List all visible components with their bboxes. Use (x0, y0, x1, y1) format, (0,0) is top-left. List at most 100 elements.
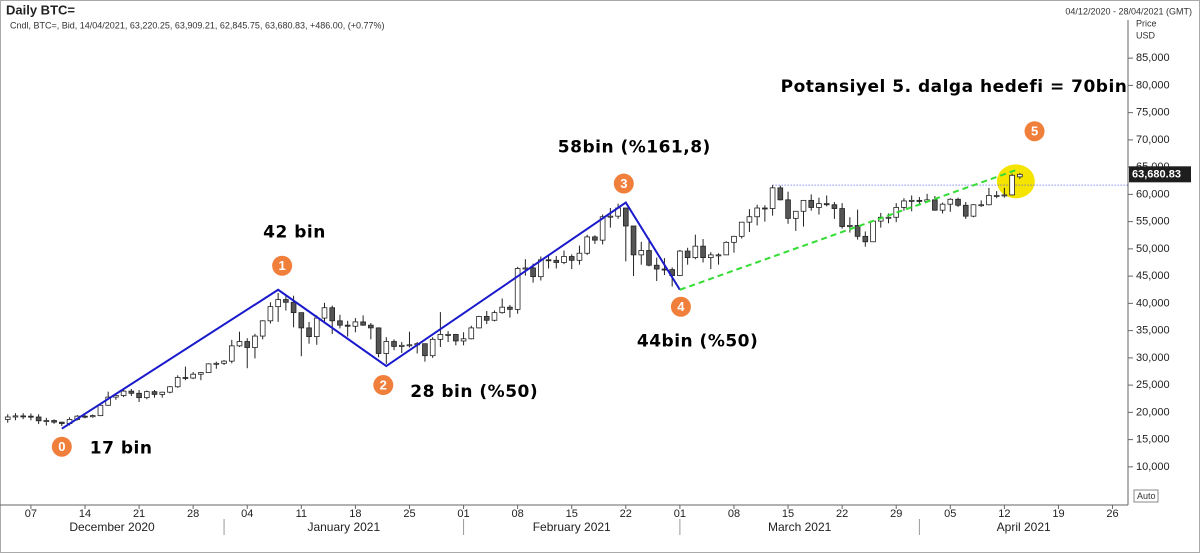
candle-body (1017, 173, 1023, 178)
wave-caption: 42 bin (263, 223, 326, 243)
chart-title: Daily BTC= (6, 2, 75, 17)
candle-body (862, 235, 869, 243)
candle-body (962, 204, 969, 217)
candle-body (190, 373, 196, 379)
candle-body (870, 220, 876, 243)
candle-body (769, 187, 776, 209)
wave-number: 3 (620, 176, 627, 191)
candle-body (213, 362, 220, 365)
candle-body (785, 199, 791, 219)
candle-body (932, 199, 938, 211)
candle-body (499, 306, 505, 314)
candle-body (553, 259, 560, 263)
candle-body (792, 210, 799, 219)
candle-body (252, 335, 258, 348)
month-label: March 2021 (768, 520, 832, 534)
candle-body (4, 416, 11, 420)
y-tick-label: 85,000 (1136, 52, 1170, 64)
candle-body (151, 391, 158, 395)
chart-subtitle: Cndl, BTC=, Bid, 14/04/2021, 63,220.25, … (10, 20, 385, 30)
candle-body (35, 416, 42, 422)
wave-line (61, 201, 681, 430)
candle-body (1009, 174, 1015, 196)
candle-body (754, 207, 760, 218)
candle-body (823, 203, 830, 206)
candle-body (89, 415, 96, 418)
candle-body (568, 256, 575, 261)
candle-body (908, 199, 915, 202)
month-label: January 2021 (307, 520, 380, 534)
candle-body (653, 264, 660, 270)
scale-mode-box[interactable] (1133, 489, 1159, 503)
x-tick-label: 19 (1052, 508, 1064, 520)
candle-body (28, 415, 34, 418)
candle-body (267, 306, 274, 322)
candle-body (684, 250, 691, 258)
wave-number: 5 (1031, 124, 1038, 139)
candle-body (275, 299, 281, 308)
wave-marker (670, 296, 691, 317)
y-tick-label: 50,000 (1136, 243, 1170, 255)
y-tick-label: 25,000 (1136, 379, 1170, 391)
x-tick-label: 26 (1106, 508, 1118, 520)
y-tick-label: 75,000 (1136, 107, 1170, 119)
candle-body (762, 207, 768, 210)
candle-body (82, 415, 88, 418)
candle-body (205, 363, 212, 373)
candle-body (120, 390, 127, 396)
wave-marker (272, 255, 293, 276)
x-tick-label: 04 (241, 508, 253, 520)
candle-body (228, 345, 235, 362)
last-price-box (1129, 166, 1191, 183)
candle-body (244, 341, 251, 348)
candle-body (306, 327, 312, 338)
wave-caption: 28 bin (%50) (410, 382, 538, 402)
candle-body (352, 321, 359, 327)
candle-body (584, 236, 590, 254)
candle-body (221, 360, 227, 364)
candle-body (808, 199, 815, 208)
month-label: February 2021 (533, 520, 611, 534)
x-tick-label: 01 (457, 508, 469, 520)
candle-body (738, 221, 745, 237)
candle-body (437, 334, 444, 340)
candle-body (43, 420, 50, 422)
candle-body (12, 415, 19, 418)
x-tick-label: 22 (620, 508, 632, 520)
candle-body (955, 198, 961, 206)
x-tick-label: 05 (944, 508, 956, 520)
candle-body (236, 341, 243, 347)
candle-body (978, 204, 985, 207)
candle-body (290, 301, 297, 314)
wave-marker (1024, 121, 1045, 142)
scale-mode[interactable]: Auto (1137, 491, 1156, 501)
candle-body (646, 250, 652, 266)
candle-body (368, 324, 374, 329)
candle-body (283, 299, 289, 303)
candle-body (51, 420, 57, 423)
y-tick-label: 80,000 (1136, 79, 1170, 91)
candle-body (831, 204, 838, 209)
x-tick-label: 14 (79, 508, 91, 520)
candle-body (143, 391, 150, 399)
candle-body (329, 307, 336, 322)
candle-body (460, 338, 467, 342)
x-tick-label: 08 (512, 508, 524, 520)
candle-body (20, 415, 26, 418)
y-tick-label: 70,000 (1136, 134, 1170, 146)
candle-body (885, 216, 892, 219)
candle-body (491, 312, 498, 321)
wave-marker (51, 436, 72, 457)
candle-body (1001, 194, 1008, 197)
candle-body (344, 324, 351, 327)
candle-body (746, 216, 753, 223)
candle-body (429, 338, 436, 357)
candle-body (916, 199, 923, 202)
x-tick-label: 07 (25, 508, 37, 520)
y-tick-label: 30,000 (1136, 352, 1170, 364)
candle-body (677, 250, 683, 276)
candle-body (630, 225, 637, 256)
candle-body (159, 391, 166, 395)
candle-body (406, 344, 413, 347)
candle-body (298, 312, 305, 329)
